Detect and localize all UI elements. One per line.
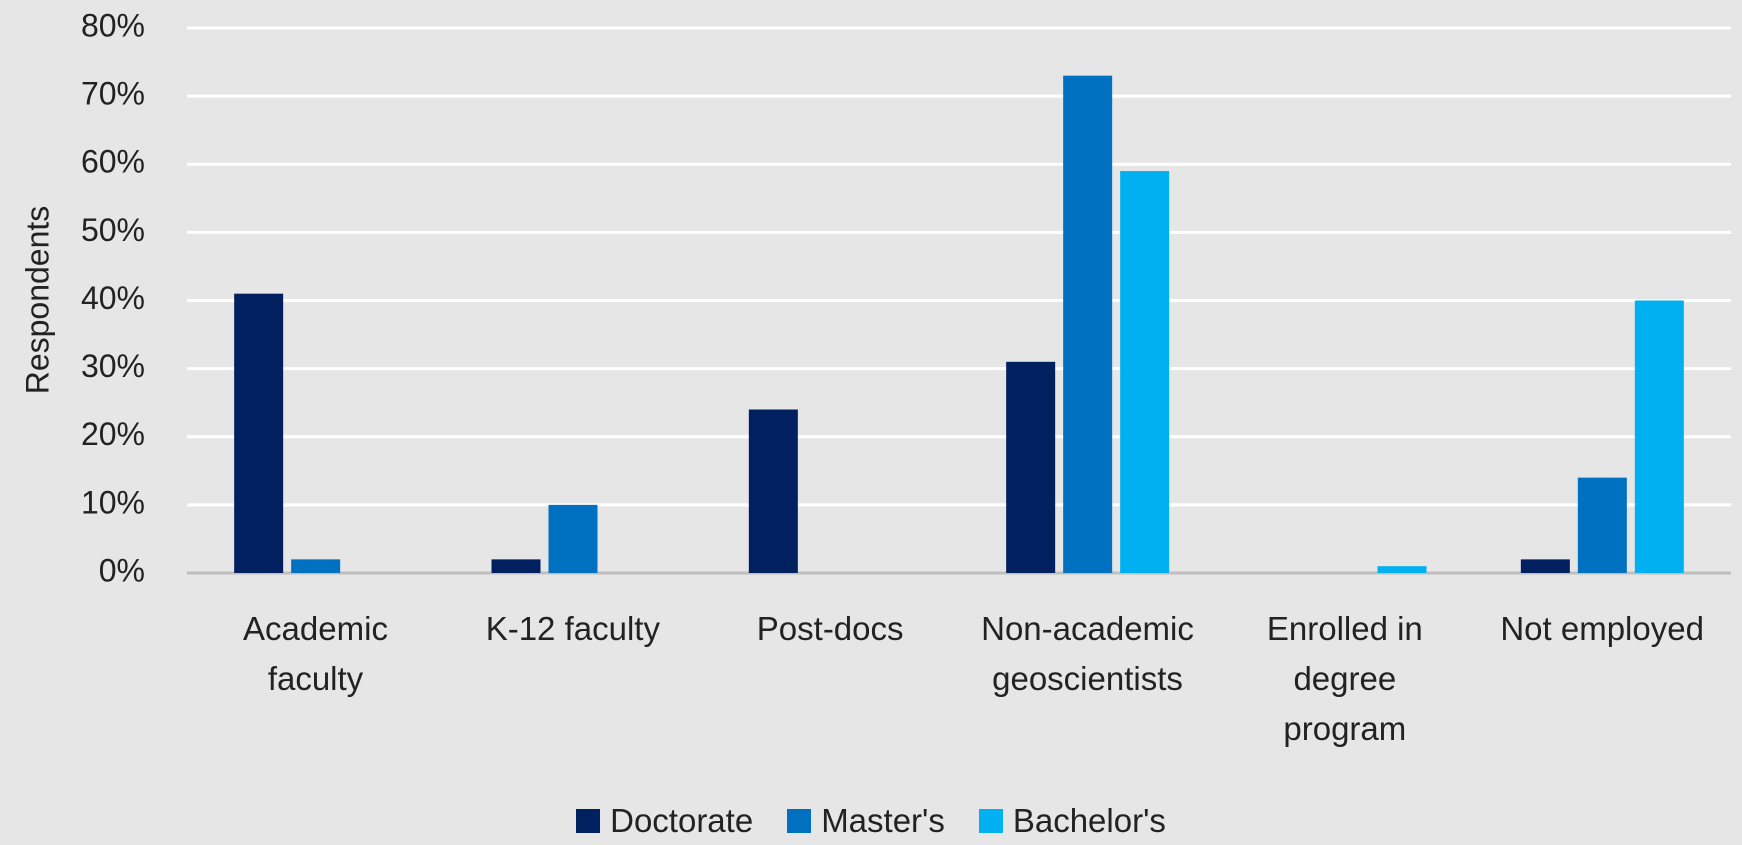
y-axis-label: Respondents — [19, 206, 55, 395]
bar — [234, 293, 284, 573]
legend-label: Doctorate — [610, 802, 754, 839]
y-tick-label: 10% — [81, 484, 145, 520]
x-tick-label: Not employed — [1500, 610, 1704, 647]
legend: Doctorate Master's Bachelor's — [0, 802, 1742, 840]
x-tick-label: Enrolled in degree program — [1266, 610, 1423, 747]
legend-swatch — [576, 809, 601, 833]
y-tick-label: 40% — [81, 280, 145, 316]
legend-item: Doctorate — [576, 802, 753, 840]
y-tick-label: 50% — [81, 212, 145, 248]
legend-swatch — [978, 809, 1003, 833]
bar — [1634, 300, 1684, 573]
bar — [1120, 171, 1170, 573]
x-tick-label: Non-academic geoscientists — [981, 610, 1194, 697]
bar — [491, 559, 541, 573]
bar — [1063, 75, 1113, 573]
bar — [1520, 559, 1570, 573]
legend-label: Master's — [821, 802, 945, 839]
legend-swatch — [787, 809, 812, 833]
y-tick-label: 60% — [81, 144, 145, 180]
x-tick-label: Academic faculty — [243, 610, 388, 697]
legend-item: Bachelor's — [978, 802, 1166, 840]
bar — [548, 504, 598, 573]
x-tick-label: K-12 faculty — [485, 610, 660, 647]
y-tick-label: 0% — [99, 552, 145, 588]
y-tick-label: 70% — [81, 76, 145, 112]
bar — [1006, 361, 1056, 573]
y-tick-label: 80% — [81, 7, 145, 43]
y-tick-label: 30% — [81, 348, 145, 384]
legend-item: Master's — [787, 802, 945, 840]
y-tick-label: 20% — [81, 416, 145, 452]
bar — [748, 409, 798, 573]
bar — [1377, 566, 1427, 573]
legend-label: Bachelor's — [1012, 802, 1166, 839]
x-tick-label: Post-docs — [756, 610, 904, 647]
bar — [291, 559, 341, 573]
bar — [1577, 477, 1627, 573]
